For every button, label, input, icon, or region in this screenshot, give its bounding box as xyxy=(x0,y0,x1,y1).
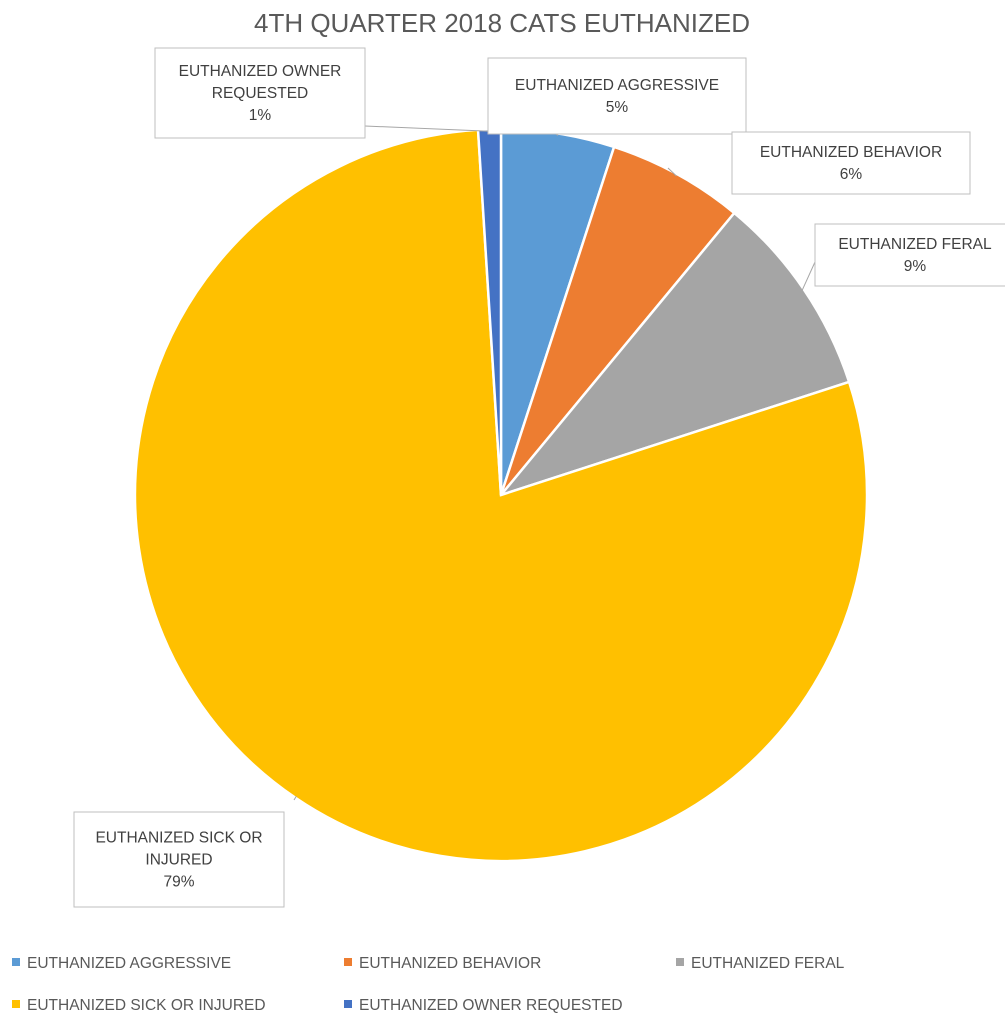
legend-label: EUTHANIZED OWNER REQUESTED xyxy=(359,997,623,1014)
leader-line xyxy=(364,125,490,132)
legend-swatch xyxy=(344,958,352,966)
data-label-value: 1% xyxy=(249,107,272,124)
data-label-category: EUTHANIZED FERAL xyxy=(838,236,992,253)
legend-item: EUTHANIZED OWNER REQUESTED xyxy=(344,997,623,1014)
legend-label: EUTHANIZED AGGRESSIVE xyxy=(27,955,231,972)
legend-item: EUTHANIZED BEHAVIOR xyxy=(344,955,541,972)
data-label-value: 5% xyxy=(606,99,629,116)
legend-swatch xyxy=(344,1000,352,1008)
chart-title: 4TH QUARTER 2018 CATS EUTHANIZED xyxy=(254,8,750,38)
data-label-category: EUTHANIZED AGGRESSIVE xyxy=(515,77,719,94)
legend-label: EUTHANIZED FERAL xyxy=(691,955,845,972)
data-label-category: EUTHANIZED BEHAVIOR xyxy=(760,144,942,161)
data-label-category: EUTHANIZED SICK OR xyxy=(95,830,262,847)
pie-slice xyxy=(497,211,851,498)
data-label-callout: EUTHANIZED OWNER REQUESTED 1% xyxy=(154,47,366,139)
data-label-callout: EUTHANIZED SICK OR INJURED 79% xyxy=(73,811,285,908)
legend-label: EUTHANIZED SICK OR INJURED xyxy=(27,997,266,1014)
leader-line xyxy=(667,167,677,177)
legend-item: EUTHANIZED SICK OR INJURED xyxy=(12,997,266,1014)
legend-swatch xyxy=(12,1000,20,1008)
legend-label: EUTHANIZED BEHAVIOR xyxy=(359,955,541,972)
leader-line xyxy=(293,795,297,801)
pie-slice xyxy=(499,145,737,496)
data-label-callout: EUTHANIZED AGGRESSIVE 5% xyxy=(487,57,747,135)
legend-item: EUTHANIZED FERAL xyxy=(676,955,845,972)
data-label-category: EUTHANIZED OWNER xyxy=(179,63,342,80)
legend-swatch xyxy=(12,958,20,966)
data-label-value: 9% xyxy=(904,258,927,275)
data-label-category: REQUESTED xyxy=(212,85,308,102)
legend-item: EUTHANIZED AGGRESSIVE xyxy=(12,955,231,972)
legend-swatch xyxy=(676,958,684,966)
data-label-value: 79% xyxy=(163,874,194,891)
data-label-value: 6% xyxy=(840,166,863,183)
data-label-callout: EUTHANIZED FERAL 9% xyxy=(814,223,1005,287)
leader-line xyxy=(801,261,816,291)
data-label-callout: EUTHANIZED BEHAVIOR 6% xyxy=(731,131,971,195)
data-label-category: INJURED xyxy=(145,852,212,869)
